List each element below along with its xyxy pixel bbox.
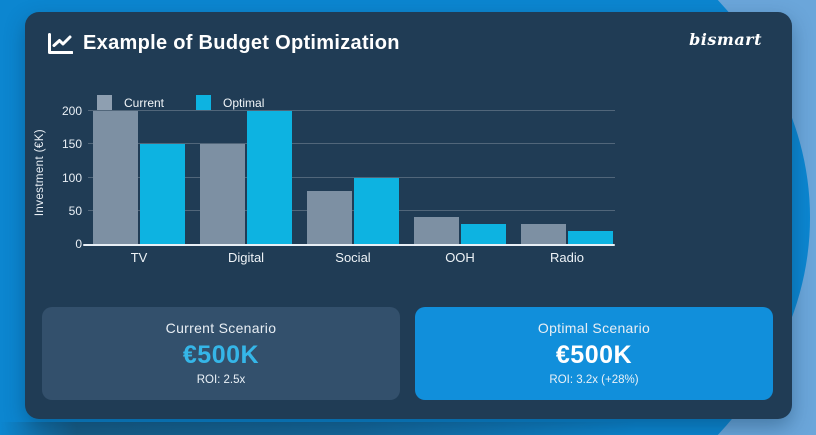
bar-optimal-social xyxy=(354,177,399,244)
bar-optimal-digital xyxy=(247,111,292,244)
x-label-digital: Digital xyxy=(227,250,265,265)
x-label-radio: Radio xyxy=(550,250,584,265)
chart-plot: Investment (€K) Current Optimal 0 50 100 150… xyxy=(34,95,615,265)
bar-current-ooh xyxy=(414,217,459,244)
x-axis-line xyxy=(83,244,615,246)
optimal-card-title: Optimal Scenario xyxy=(537,320,651,336)
optimal-card-roi: ROI: 3.2x (+28%) xyxy=(549,374,639,386)
bar-optimal-tv xyxy=(140,144,185,244)
chart-legend: Current Optimal xyxy=(97,95,264,110)
current-card-roi: ROI: 2.5x xyxy=(196,374,246,386)
current-card-amount: €500K xyxy=(182,341,260,369)
legend-swatch-current xyxy=(97,95,112,110)
legend-label-optimal: Optimal xyxy=(223,95,265,110)
y-tick-label-150: 150 xyxy=(61,137,82,152)
bismart-logo: bismart xyxy=(689,30,762,49)
legend-swatch-optimal xyxy=(196,95,212,110)
bar-optimal-radio xyxy=(568,230,613,244)
optimal-card-amount: €500K xyxy=(555,341,633,369)
current-scenario-card: Current Scenario €500K ROI: 2.5x xyxy=(42,307,400,400)
gridline-200 xyxy=(88,110,615,111)
x-label-social: Social xyxy=(335,250,371,265)
current-card-title: Current Scenario xyxy=(165,320,277,336)
main-panel: Example of Budget Optimization bismart I… xyxy=(25,12,792,419)
gridline-100 xyxy=(88,176,615,178)
y-tick-label-0: 0 xyxy=(75,237,82,251)
bar-current-digital xyxy=(200,144,245,244)
line-chart-icon xyxy=(48,33,73,54)
y-tick-label-200: 200 xyxy=(61,104,82,118)
bar-current-radio xyxy=(521,224,566,244)
bar-current-tv xyxy=(93,111,138,244)
x-label-ooh: OOH xyxy=(445,250,475,265)
gridline-150 xyxy=(88,143,615,145)
x-label-tv: TV xyxy=(130,250,148,265)
background-bottom-band xyxy=(0,422,637,435)
y-tick-label-100: 100 xyxy=(61,170,82,185)
page-title: Example of Budget Optimization xyxy=(83,32,400,54)
bar-current-social xyxy=(307,190,352,244)
optimal-scenario-card: Optimal Scenario €500K ROI: 3.2x (+28%) xyxy=(415,307,773,400)
legend-label-current: Current xyxy=(124,95,165,110)
y-tick-label-50: 50 xyxy=(68,203,82,218)
bar-optimal-ooh xyxy=(461,224,506,244)
